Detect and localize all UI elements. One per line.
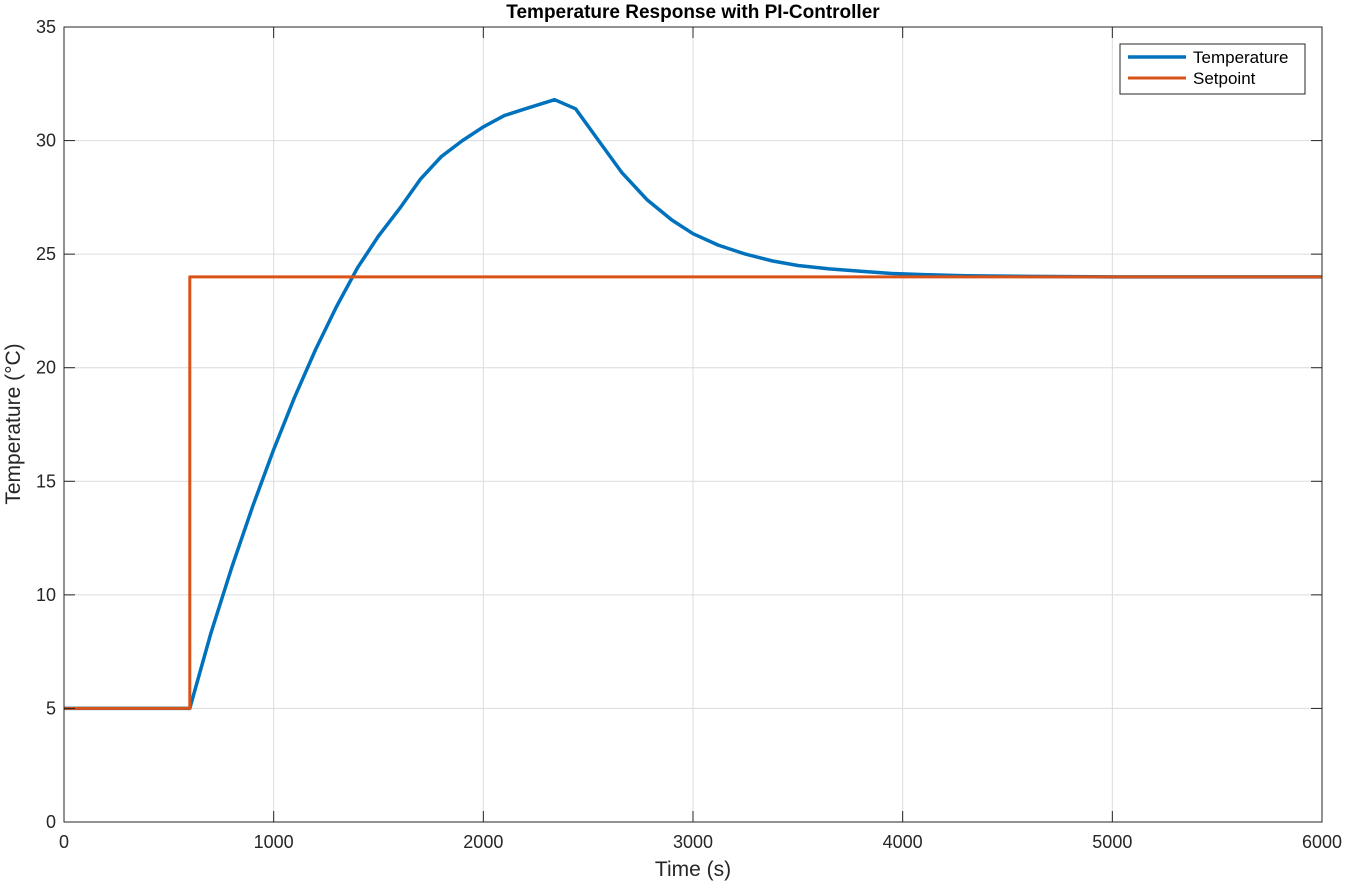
x-tick-label: 2000 <box>463 832 503 852</box>
y-tick-label: 25 <box>36 244 56 264</box>
legend-label-temperature: Temperature <box>1193 48 1288 67</box>
x-axis-label: Time (s) <box>655 858 731 881</box>
y-tick-label: 5 <box>46 698 56 718</box>
legend-box <box>1119 43 1306 95</box>
y-axis-label: Temperature (°C) <box>2 343 25 504</box>
x-tick-label: 3000 <box>673 832 713 852</box>
legend-label-setpoint: Setpoint <box>1193 69 1256 88</box>
tick-labels: 0 1000 2000 3000 4000 5000 6000 0 5 10 15 20 25 30 35 <box>36 17 1342 852</box>
legend: Temperature Setpoint <box>1119 43 1306 95</box>
series-line-temperature <box>64 97 1322 711</box>
chart-title: Temperature Response with PI-Controller <box>506 2 880 23</box>
y-tick-label: 30 <box>36 131 56 151</box>
x-tick-label: 0 <box>59 832 69 852</box>
y-tick-label: 35 <box>36 17 56 37</box>
ticks <box>63 26 1323 823</box>
x-tick-label: 6000 <box>1302 832 1342 852</box>
series-line-setpoint <box>64 275 1322 710</box>
y-tick-label: 10 <box>36 585 56 605</box>
y-tick-label: 20 <box>36 358 56 378</box>
x-tick-label: 1000 <box>254 832 294 852</box>
y-tick-label: 0 <box>46 812 56 832</box>
y-tick-label: 15 <box>36 471 56 491</box>
x-tick-label: 4000 <box>883 832 923 852</box>
series-group <box>64 97 1322 711</box>
x-tick-label: 5000 <box>1092 832 1132 852</box>
